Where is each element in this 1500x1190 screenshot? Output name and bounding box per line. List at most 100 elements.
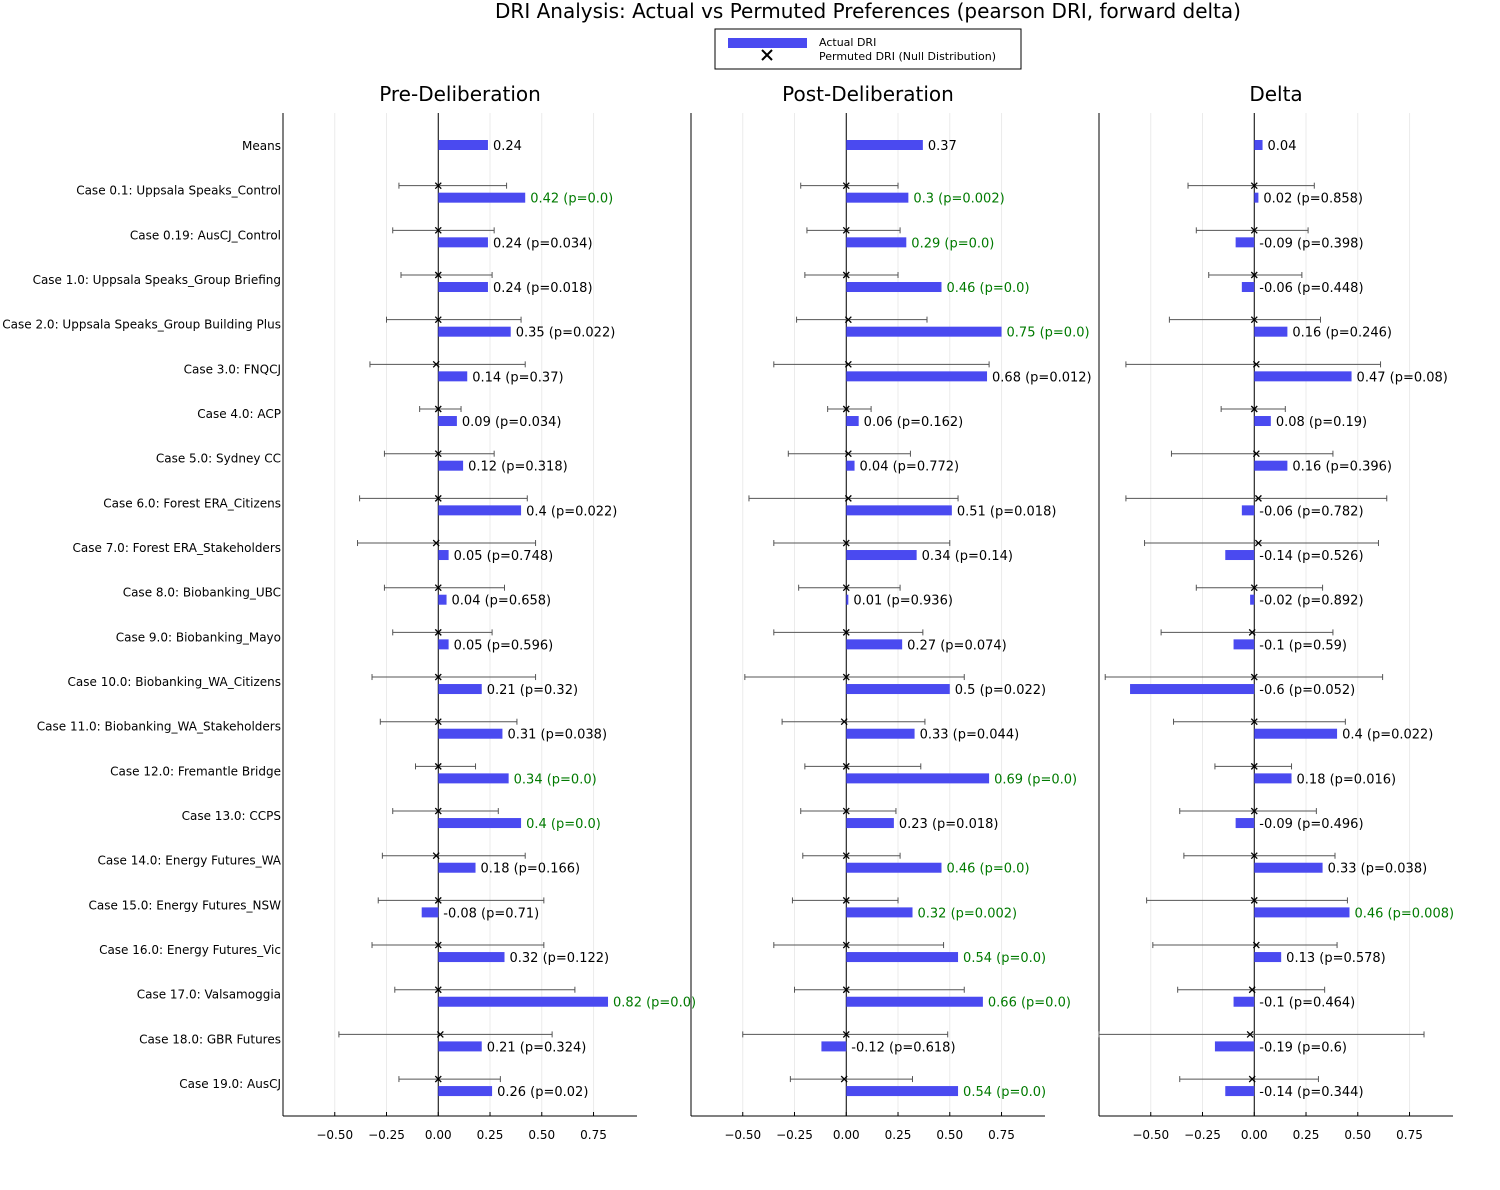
- null-mean-marker: [1254, 539, 1262, 547]
- x-tick-label: 0.00: [1241, 1128, 1268, 1142]
- null-mean-marker: [842, 226, 850, 234]
- bar-value-label: 0.16 (p=0.246): [1292, 326, 1392, 341]
- panels: Pre-Deliberation −0.50 −0.25 0.00 0.25 0.50 0.…: [2, 82, 1454, 1142]
- bar-value-label: 0.29 (p=0.0): [911, 236, 994, 251]
- bar-value-label: 0.04: [1268, 139, 1297, 154]
- bar-value-label: 0.37: [928, 139, 957, 154]
- bar-value-label: 0.34 (p=0.14): [922, 549, 1013, 564]
- bar-value-label: 0.05 (p=0.748): [454, 549, 554, 564]
- dri-bar: [1254, 773, 1292, 784]
- x-tick-label: 0.00: [425, 1128, 452, 1142]
- null-mean-marker: [434, 807, 442, 815]
- null-mean-marker: [842, 182, 850, 190]
- null-mean-marker: [1250, 182, 1258, 190]
- null-mean-marker: [434, 271, 442, 279]
- null-mean-marker: [434, 628, 442, 636]
- dri-bar: [438, 192, 526, 203]
- null-mean-marker: [1250, 405, 1258, 413]
- dri-bar: [846, 505, 952, 516]
- category-label: Case 5.0: Sydney CC: [156, 452, 281, 466]
- null-mean-marker: [842, 807, 850, 815]
- null-mean-marker: [434, 405, 442, 413]
- null-mean-marker: [842, 673, 850, 681]
- dri-bar: [1233, 996, 1255, 1007]
- panel-2: Post-Deliberation −0.50 −0.25 0.00 0.25 0.50 0…: [690, 82, 1092, 1142]
- null-mean-marker: [842, 941, 850, 949]
- bar-value-label: 0.01 (p=0.936): [853, 594, 953, 609]
- category-label: Case 1.0: Uppsala Speaks_Group Briefing: [33, 273, 281, 287]
- null-mean-marker: [1248, 1075, 1256, 1083]
- panel-3: Delta −0.50 −0.25 0.00 0.25 0.50 0.75 0.04 0.02 …: [1098, 82, 1454, 1142]
- dri-bar: [1225, 550, 1255, 561]
- dri-bar: [438, 282, 488, 293]
- dri-bar: [1254, 416, 1271, 427]
- bar-value-label: 0.46 (p=0.008): [1354, 906, 1454, 921]
- dri-bar: [438, 773, 509, 784]
- null-mean-marker: [434, 986, 442, 994]
- bar-value-label: 0.24 (p=0.034): [493, 236, 593, 251]
- dri-bar: [1235, 818, 1255, 829]
- bar-value-label: 0.16 (p=0.396): [1292, 460, 1392, 475]
- dri-bar: [846, 952, 959, 963]
- dri-bar: [821, 1041, 847, 1052]
- bar-value-label: 0.33 (p=0.038): [1328, 862, 1428, 877]
- category-label: Case 0.1: Uppsala Speaks_Control: [76, 184, 281, 198]
- dri-bar: [846, 684, 950, 695]
- bar-value-label: 0.06 (p=0.162): [864, 415, 964, 430]
- null-mean-marker: [842, 405, 850, 413]
- chart-title: DRI Analysis: Actual vs Permuted Prefere…: [495, 0, 1241, 23]
- bar-value-label: 0.24: [493, 139, 522, 154]
- null-mean-marker: [842, 1030, 850, 1038]
- category-label: Case 9.0: Biobanking_Mayo: [116, 630, 281, 644]
- dri-bar: [1235, 237, 1255, 248]
- bar-value-label: 0.69 (p=0.0): [994, 772, 1077, 787]
- dri-bar: [438, 326, 511, 337]
- legend-x-marker: [761, 49, 773, 61]
- x-tick-label: −0.50: [1132, 1128, 1169, 1142]
- bar-value-label: 0.82 (p=0.0): [613, 996, 696, 1011]
- bar-value-label: 0.3 (p=0.002): [913, 192, 1004, 207]
- bar-value-label: -0.14 (p=0.344): [1259, 1085, 1363, 1100]
- dri-bar: [846, 639, 903, 650]
- x-tick-label: 0.50: [528, 1128, 555, 1142]
- null-mean-marker: [1250, 762, 1258, 770]
- null-mean-marker: [436, 1030, 444, 1038]
- null-mean-marker: [434, 896, 442, 904]
- dri-bar: [1233, 639, 1255, 650]
- null-mean-marker: [1246, 1030, 1254, 1038]
- null-mean-marker: [842, 584, 850, 592]
- null-mean-marker: [1250, 852, 1258, 860]
- null-mean-marker: [842, 271, 850, 279]
- x-tick-label: 0.00: [833, 1128, 860, 1142]
- null-mean-marker: [432, 360, 440, 368]
- bar-value-label: 0.18 (p=0.166): [481, 862, 581, 877]
- dri-bar: [846, 140, 923, 150]
- dri-bar: [438, 952, 505, 963]
- dri-bar: [1254, 907, 1350, 918]
- dri-bar: [1130, 684, 1255, 695]
- dri-bar: [846, 326, 1002, 337]
- dri-bar: [1254, 140, 1263, 150]
- bar-value-label: 0.04 (p=0.658): [452, 594, 552, 609]
- dri-bar: [846, 460, 855, 471]
- x-tick-label: 0.75: [988, 1128, 1015, 1142]
- dri-bar: [846, 773, 990, 784]
- category-label: Case 19.0: AusCJ: [179, 1077, 281, 1091]
- x-tick-label: −0.25: [1184, 1128, 1221, 1142]
- bar-value-label: -0.06 (p=0.782): [1259, 504, 1363, 519]
- dri-bar: [846, 282, 942, 293]
- category-label: Case 18.0: GBR Futures: [139, 1032, 281, 1046]
- bar-value-label: -0.08 (p=0.71): [443, 906, 539, 921]
- x-tick-label: 0.50: [1344, 1128, 1371, 1142]
- dri-bar: [1214, 1041, 1255, 1052]
- dri-bar: [438, 371, 468, 382]
- bar-value-label: 0.02 (p=0.858): [1263, 192, 1363, 207]
- category-label: Case 17.0: Valsamoggia: [137, 988, 281, 1002]
- dri-bar: [1241, 282, 1255, 293]
- dri-bar: [846, 594, 849, 605]
- null-mean-marker: [1250, 271, 1258, 279]
- null-mean-marker: [842, 852, 850, 860]
- legend: Actual DRI Permuted DRI (Null Distributi…: [714, 28, 1022, 70]
- dri-bar: [438, 862, 476, 873]
